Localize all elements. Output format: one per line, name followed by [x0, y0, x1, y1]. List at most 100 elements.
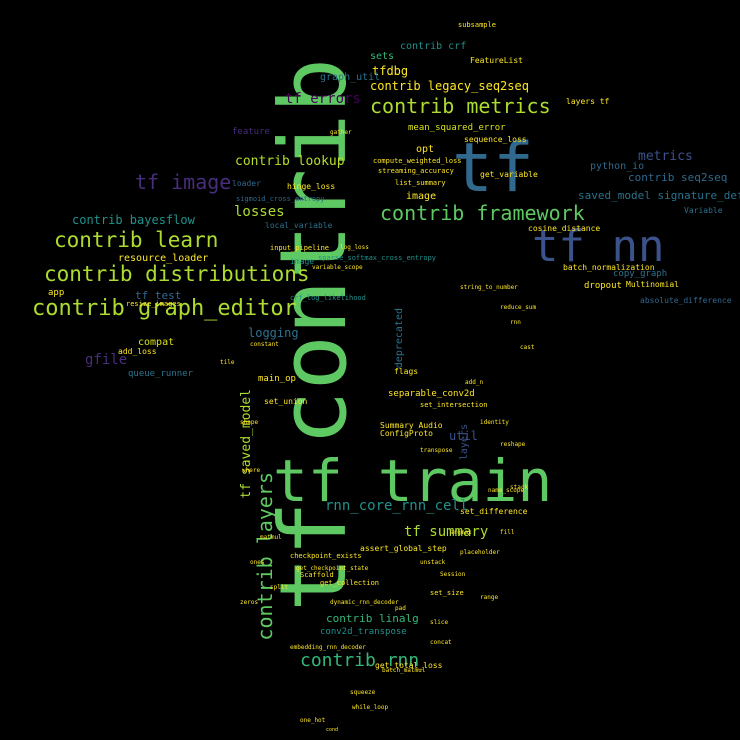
word-streaming-accuracy: streaming_accuracy [378, 167, 454, 175]
word-image: image [406, 191, 437, 202]
word-layers-tf: layers tf [566, 97, 610, 106]
word-contrib-graph-editor: contrib graph_editor [32, 296, 297, 321]
word-metrics: metrics [638, 149, 693, 164]
word-variable: Variable [684, 206, 723, 215]
word-tile: tile [220, 359, 235, 366]
word-feature: feature [232, 127, 270, 137]
word-losses: losses [234, 204, 285, 220]
word-unstack: unstack [420, 559, 446, 566]
word-saved-model-signature-def-utils: saved_model signature_def_utils [578, 189, 740, 202]
word-loader: loader [232, 179, 261, 188]
word-variable-scope: variable_scope [312, 264, 363, 271]
word-tfdbg: tfdbg [372, 64, 409, 78]
word-embedding-rnn-decoder: embedding_rnn_decoder [290, 644, 366, 651]
word-shape: shape [240, 419, 259, 426]
word-ones: ones [250, 559, 265, 566]
word-main-op: main_op [258, 374, 296, 384]
word-cond: cond [326, 727, 339, 733]
word-contrib-metrics: contrib metrics [370, 94, 551, 118]
word-summary-audio: Summary Audio [380, 421, 443, 430]
word-multinomial: Multinomial [626, 280, 679, 289]
word-configproto: ConfigProto [380, 429, 433, 438]
word-set-union: set_union [264, 397, 308, 406]
word-string-to-number: string_to_number [460, 284, 518, 291]
word-crf-log-likelihood: crf_log_likelihood [290, 294, 366, 302]
word-tf-test: tf test [135, 289, 182, 302]
word-add-n: add_n [465, 379, 484, 386]
word-one-hot: one_hot [300, 717, 326, 724]
word-copy-graph: copy_graph [613, 269, 668, 279]
word-queue-runner: queue_runner [128, 369, 194, 379]
word-dynamic-rnn-decoder: dynamic_rnn_decoder [330, 599, 399, 606]
word-tf-saved-model: tf saved_model [239, 388, 254, 499]
word-graph-util: graph_util [320, 72, 381, 83]
word-contrib-layers: contrib layers [253, 472, 277, 641]
word-get-checkpoint-state: get_checkpoint_state [296, 565, 369, 572]
word-contrib-bayesflow: contrib bayesflow [72, 213, 195, 227]
word-compute-weighted-loss: compute_weighted_loss [373, 157, 462, 165]
word-gfile: gfile [85, 352, 128, 368]
word-rnn: rnn [510, 319, 521, 326]
word-hinge-loss: hinge_loss [287, 182, 336, 191]
word-set-size: set_size [430, 589, 464, 597]
word-dropout: dropout [584, 281, 622, 291]
word-contrib-framework: contrib framework [380, 201, 585, 225]
word-subsample: subsample [458, 21, 496, 29]
word-app: app [48, 288, 65, 298]
word-squeeze: squeeze [350, 689, 376, 696]
word-reduce-sum: reduce_sum [500, 304, 537, 311]
word-contrib-distributions: contrib distributions [44, 262, 310, 286]
word-logging: logging [248, 326, 299, 340]
word-util: util [449, 429, 478, 443]
word-deprecated: deprecated [394, 308, 405, 369]
word-sequence-loss: sequence_loss [464, 135, 527, 144]
word-get-collection: get_collection [320, 579, 380, 587]
word-contrib-linalg: contrib linalg [326, 612, 419, 625]
word-placeholder: placeholder [460, 549, 500, 556]
word-slice: slice [430, 619, 449, 626]
word-log-loss: log_loss [340, 244, 369, 251]
word-list-summary: list_summary [395, 179, 446, 187]
word-python-io: python_io [590, 161, 645, 172]
word-layers: layers [459, 424, 470, 461]
word-tf: tf [452, 129, 534, 208]
word-conv2d-transpose: conv2d_transpose [320, 627, 407, 637]
word-tf-nn: tf nn [532, 221, 665, 272]
word-constant: constant [250, 341, 279, 348]
word-range: range [480, 594, 499, 601]
word-stack: stack [510, 484, 529, 491]
word-rnn-core-rnn-cell: rnn_core_rnn_cell [325, 498, 469, 514]
word-fill: fill [500, 529, 515, 536]
word-tf-train: tf train [273, 447, 553, 515]
word-contrib-legacy-seq2seq: contrib legacy_seq2seq [370, 79, 529, 93]
word-cosine-distance: cosine_distance [528, 224, 601, 233]
word-gather: gather [330, 129, 352, 136]
word-resize-images: resize_images [126, 300, 181, 308]
word-batch-normalization: batch_normalization [563, 263, 655, 272]
word-contrib-lookup: contrib lookup [235, 154, 345, 169]
word-checkpoint-exists: checkpoint_exists [290, 552, 362, 560]
word-absolute-difference: absolute_difference [640, 296, 732, 305]
word-add-loss: add_loss [118, 347, 157, 356]
word-tf-image: tf image [135, 170, 232, 194]
word-where: where [242, 467, 261, 474]
word-separable-conv2d: separable_conv2d [388, 389, 475, 399]
word-sets: sets [370, 51, 395, 62]
word-scaffold: Scaffold [300, 571, 334, 579]
word-get-total-loss: get_total_loss [375, 661, 443, 670]
word-while-loop: while_loop [352, 704, 389, 711]
word-contrib-seq2seq: contrib seq2seq [628, 171, 728, 184]
word-tf-summary: tf summary [404, 524, 489, 540]
word-compat: compat [138, 337, 175, 348]
word-set-intersection: set_intersection [420, 401, 488, 409]
word-session: Session [440, 571, 466, 578]
word-identity: identity [480, 419, 509, 426]
word-opt: opt [416, 144, 435, 155]
word-softmax-cross-entropy: sparse_softmax_cross_entropy [318, 254, 437, 262]
word-local-variable: local_variable [265, 221, 333, 230]
word-image-small: image [290, 257, 315, 266]
word-get-variable: get_variable [480, 170, 538, 179]
word-set-difference: set_difference [460, 507, 528, 516]
word-transpose: transpose [420, 447, 453, 454]
word-mean-squared-error: mean_squared_error [408, 123, 506, 133]
